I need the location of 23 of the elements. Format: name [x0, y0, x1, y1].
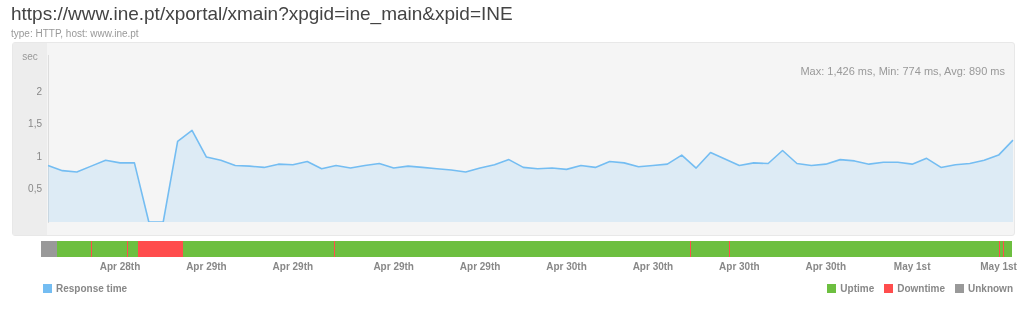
x-tick-label: Apr 30th	[545, 261, 588, 272]
x-tick-label: Apr 29th	[372, 261, 415, 272]
y-axis-title: sec	[22, 51, 38, 62]
x-tick-label: Apr 29th	[185, 261, 228, 272]
x-tick-label: Apr 30th	[718, 261, 761, 272]
legend-label: Response time	[56, 283, 128, 294]
text: Downtime	[897, 283, 945, 294]
chart-title: https://www.ine.pt/xportal/xmain?xpgid=ine_main&xpid=INE	[11, 3, 513, 25]
y-tick-label: 0,5	[28, 183, 43, 195]
annotation: Max: 1,426 ms, Min: 774 ms, Avg: 890 ms	[800, 65, 1006, 77]
x-tick-label: May 1st	[979, 261, 1018, 272]
x-tick-label: Apr 29th	[458, 261, 502, 272]
x-tick-label: Apr 30th	[631, 261, 675, 272]
text: Uptime	[840, 283, 875, 294]
y-tick-label: 1,5	[28, 118, 43, 130]
x-tick-label: Apr 30th	[804, 261, 848, 272]
y-tick-label: 1	[36, 150, 43, 162]
x-tick-label: Apr 28th	[98, 261, 142, 272]
text: Unknown	[968, 283, 1013, 294]
chart-subtitle: type: HTTP, host: www.ine.pt	[11, 28, 139, 39]
x-tick-label: Apr 29th	[271, 261, 315, 272]
y-tick-label: 2	[36, 85, 43, 97]
x-tick-label: May 1st	[892, 261, 932, 272]
